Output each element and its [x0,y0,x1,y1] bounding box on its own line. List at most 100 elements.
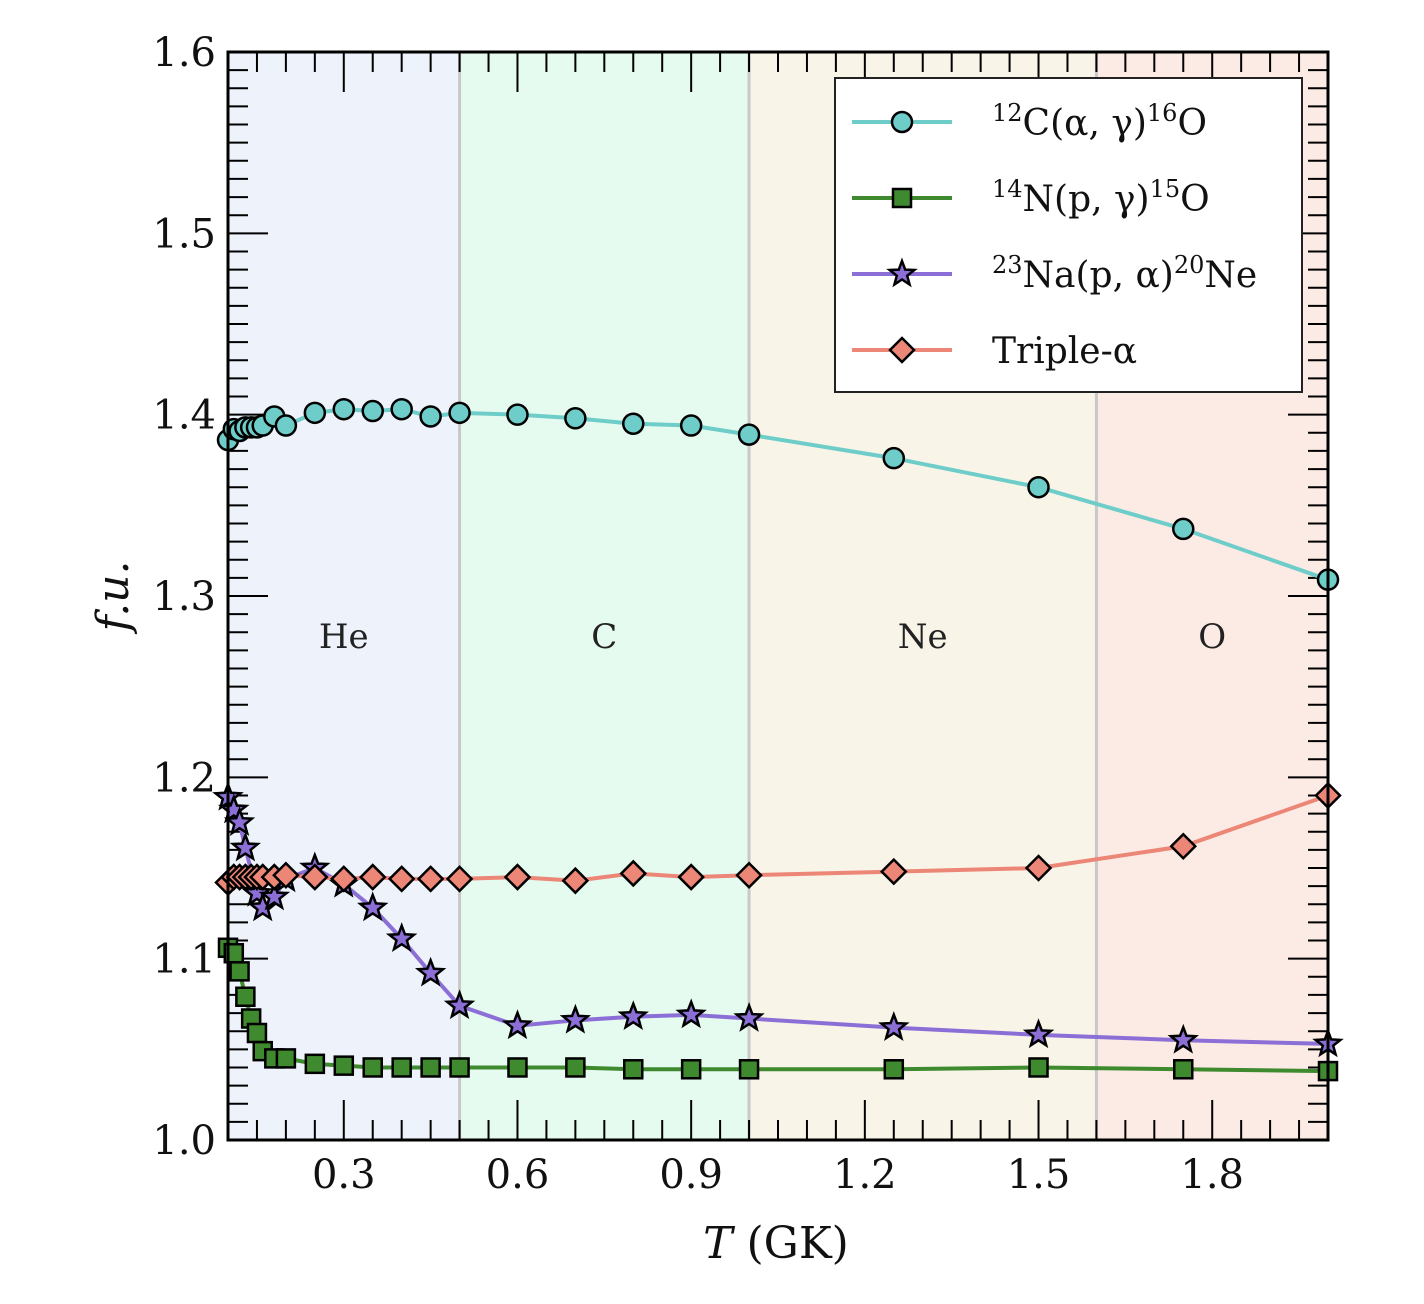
data-point [677,863,705,891]
legend-entry: 12C(α, γ)16O [852,99,1207,144]
diamond-marker [888,336,916,364]
data-point [449,1057,470,1078]
legend-label-part: Triple-α [992,331,1137,372]
data-point [358,863,387,891]
data-point [272,861,300,890]
data-point [623,1059,644,1080]
series-1 [217,937,1339,1082]
data-point [223,806,256,837]
data-point [362,1057,383,1078]
legend-label: Triple-α [992,331,1137,372]
data-point [1172,517,1195,541]
data-point [559,1003,592,1034]
data-point [737,423,761,446]
data-point [361,399,384,423]
x-tick-label: 0.3 [312,1152,376,1198]
legend-label-part: 23 [992,251,1023,279]
legend-label-part: 20 [1174,251,1205,279]
region-label: He [319,617,369,657]
data-point [735,861,763,890]
square-marker [891,187,913,209]
legend-label: 14N(p, γ)15O [992,175,1210,220]
data-point [419,405,442,428]
data-point [733,1001,765,1032]
data-point [880,857,908,886]
series-0 [216,397,1340,591]
data-point [445,865,474,893]
legend-label: 12C(α, γ)16O [992,99,1207,144]
y-tick-label: 1.4 [152,393,216,439]
x-tick-label: 1.2 [833,1152,897,1198]
data-point [275,1048,297,1069]
legend-label-part: 15 [1150,175,1181,203]
data-point [416,865,445,893]
data-point [507,1057,528,1078]
data-point [332,397,356,421]
legend-label: 23Na(p, α)20Ne [992,251,1257,296]
region-labels: He C Ne O [319,617,1226,657]
circle-marker [890,110,914,134]
data-point [564,407,587,430]
data-point [357,891,389,922]
data-point [617,1000,649,1031]
star-marker [886,257,918,288]
data-point [883,1059,905,1080]
data-point [1028,1057,1049,1078]
data-point [501,1009,534,1040]
data-point [333,1055,355,1076]
data-point [675,998,707,1029]
plot-frame [226,50,1330,1142]
data-point [229,831,262,862]
data-point [1173,1059,1194,1080]
legend-entry: 23Na(p, α)20Ne [852,251,1257,296]
data-point [680,1059,702,1080]
data-point [229,961,250,982]
legend-entry: 14N(p, γ)15O [852,175,1210,220]
data-point [1022,1018,1055,1049]
data-point [246,1022,268,1044]
legend-label-part: Ne [1204,255,1257,296]
data-point [679,414,703,437]
y-tick-label: 1.2 [152,755,216,801]
data-point [1169,832,1198,861]
data-point [414,956,447,987]
data-point [303,401,327,425]
region-c [459,52,750,1140]
data-point [448,401,471,425]
data-point [330,865,358,893]
series-group [212,397,1344,1082]
data-point [387,865,416,893]
legend-label-part: 14 [992,175,1023,203]
data-point [420,1057,441,1078]
legend-label-part: O [1180,179,1210,220]
legend-label-part: C(α, γ) [1023,103,1147,144]
y-tick-label: 1.6 [152,30,216,76]
legend-label-part: Na(p, α) [1023,255,1174,296]
data-point [1167,1023,1199,1054]
data-point [235,986,256,1007]
region-label: Ne [898,617,948,657]
data-point [385,922,418,953]
data-point [506,403,529,426]
data-point [301,863,329,891]
x-tick-label: 0.6 [486,1152,550,1198]
y-tick-label: 1.1 [152,937,216,983]
y-tick-label: 1.5 [152,211,216,257]
legend-label-part: 12 [992,99,1023,127]
region-label: O [1198,617,1226,657]
data-point [241,876,273,907]
x-tick-label: 1.8 [1180,1152,1244,1198]
data-point [619,859,648,888]
data-point [390,397,413,421]
legend-entry: Triple-α [852,331,1137,372]
legend-label-part: N(p, γ) [1023,179,1150,220]
region-label: C [591,617,617,657]
data-point [503,863,532,891]
data-point [1024,854,1053,882]
legend: 12C(α, γ)16O 14N(p, γ)15O 23Na(p, α)20Ne Tr… [834,77,1303,393]
y-tick-label: 1.0 [152,1118,216,1164]
data-point [622,412,645,435]
data-point [443,989,476,1020]
data-point [304,1053,326,1075]
